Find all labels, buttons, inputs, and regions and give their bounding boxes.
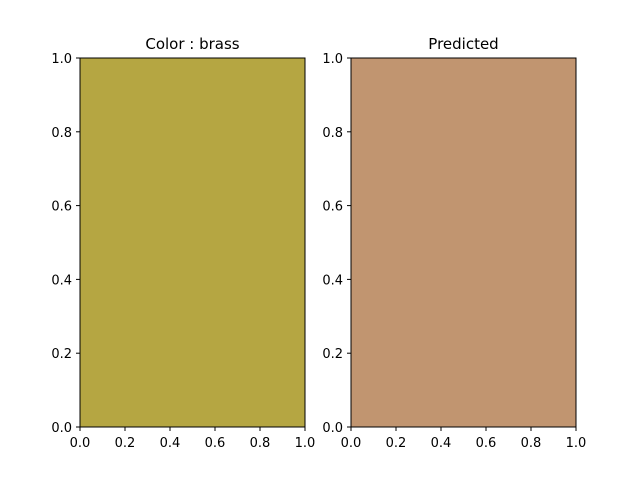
y-tick-label: 1.0 xyxy=(322,52,343,67)
x-tick-label: 1.0 xyxy=(295,436,316,451)
x-tick-label: 0.2 xyxy=(115,436,136,451)
subplot-title: Predicted xyxy=(428,35,498,53)
subplot-color-brass: 0.0 0.2 0.4 0.6 0.8 1.0 0.0 0.2 0.4 0.6 0.8 1.0 Colo… xyxy=(51,35,315,451)
y-tick-label: 0.0 xyxy=(51,421,72,436)
y-tick-label: 0.2 xyxy=(322,347,343,362)
y-tick-label: 0.0 xyxy=(322,421,343,436)
subplot-title: Color : brass xyxy=(145,35,239,53)
y-tick-label: 0.4 xyxy=(51,273,72,288)
y-tick-label: 0.6 xyxy=(322,200,343,215)
y-tick-label: 0.6 xyxy=(51,200,72,215)
axes-frame xyxy=(350,57,577,428)
x-tick-label: 0.6 xyxy=(205,436,226,451)
x-tick-label: 0.4 xyxy=(160,436,181,451)
y-tick-label: 0.4 xyxy=(322,273,343,288)
y-tick-label: 0.2 xyxy=(51,347,72,362)
x-tick-label: 0.8 xyxy=(521,436,542,451)
x-tick-label: 0.0 xyxy=(70,436,91,451)
x-tick-label: 0.0 xyxy=(341,436,362,451)
x-tick-label: 1.0 xyxy=(566,436,587,451)
y-tick-label: 0.8 xyxy=(51,126,72,141)
x-tick-label: 0.2 xyxy=(386,436,407,451)
color-swatch xyxy=(80,58,305,427)
x-tick-label: 0.6 xyxy=(476,436,497,451)
y-tick-label: 1.0 xyxy=(51,52,72,67)
subplot-predicted: 0.0 0.2 0.4 0.6 0.8 1.0 0.0 0.2 0.4 0.6 0.8 1.0 Pred… xyxy=(322,35,586,451)
y-tick-label: 0.8 xyxy=(322,126,343,141)
x-tick-label: 0.4 xyxy=(431,436,452,451)
color-swatch xyxy=(351,58,576,427)
x-tick-label: 0.8 xyxy=(250,436,271,451)
axes-frame xyxy=(79,57,306,428)
